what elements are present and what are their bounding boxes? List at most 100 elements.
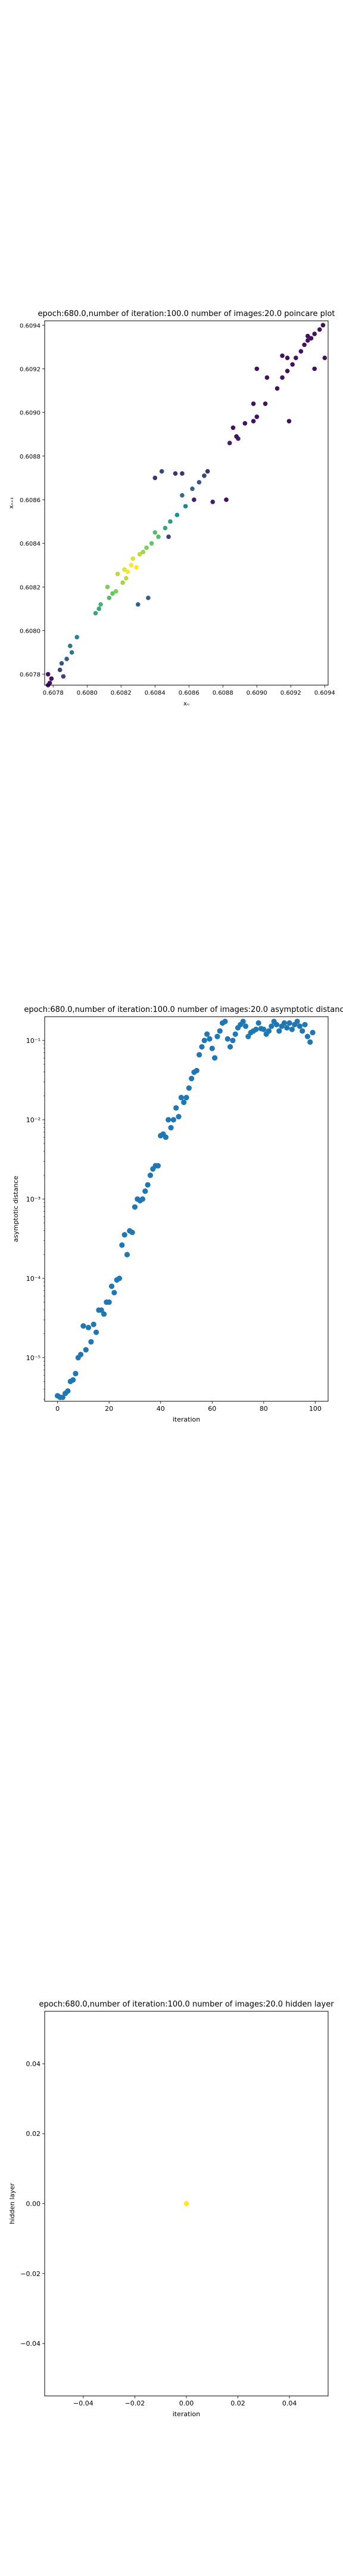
y-axis-label: xₙ₊₁ [8, 497, 15, 509]
asymptotic-distance-plot: epoch:680.0,number of iteration:100.0 nu… [12, 1005, 343, 1423]
chart-title: epoch:680.0,number of iteration:100.0 nu… [39, 2000, 334, 2009]
data-point [245, 1033, 251, 1039]
chart-title: epoch:680.0,number of iteration:100.0 nu… [38, 309, 335, 318]
data-point [183, 504, 188, 509]
data-point [234, 434, 239, 439]
data-point [174, 512, 180, 518]
data-point [320, 323, 326, 328]
data-point [224, 1036, 230, 1042]
data-point [108, 1283, 115, 1289]
x-tick-label: 0.6086 [179, 690, 199, 696]
plot-frame [44, 1016, 329, 1402]
data-point [322, 355, 328, 360]
data-point [144, 545, 149, 550]
data-point [146, 595, 151, 600]
data-point [93, 1329, 99, 1335]
y-tick-label: 0.02 [26, 2130, 41, 2138]
data-point [197, 1052, 202, 1058]
data-point [110, 591, 115, 596]
data-point [173, 471, 178, 476]
data-point [255, 1020, 261, 1026]
data-point [77, 1351, 84, 1358]
data-point [152, 530, 158, 535]
data-point [116, 1275, 123, 1281]
data-point [194, 1067, 199, 1074]
chart-title: epoch:680.0,number of iteration:100.0 nu… [24, 1005, 343, 1014]
data-point [168, 519, 173, 524]
data-point [254, 366, 260, 371]
y-tick-label: 10⁻³ [26, 1196, 40, 1203]
data-point [212, 1055, 218, 1061]
data-point [125, 569, 130, 574]
data-point [119, 1242, 125, 1248]
data-point [186, 1085, 192, 1091]
data-point [264, 375, 270, 380]
data-point [113, 589, 119, 594]
data-point [142, 1188, 148, 1194]
data-point [57, 667, 63, 673]
x-tick-label: 0.02 [230, 2399, 245, 2407]
data-point [173, 1105, 179, 1111]
data-point [240, 1018, 246, 1024]
data-point [305, 338, 310, 343]
data-point [178, 1095, 184, 1101]
x-tick-label: 0 [55, 1405, 60, 1413]
y-tick-label: 0.6088 [20, 454, 40, 460]
data-point [91, 1321, 96, 1327]
data-point [85, 1324, 92, 1330]
data-point [166, 534, 171, 540]
data-point [227, 441, 232, 445]
data-point [202, 473, 207, 478]
data-point [273, 1021, 280, 1027]
data-point [98, 1307, 104, 1313]
data-point [189, 1076, 195, 1082]
data-point [111, 1290, 117, 1296]
data-point [59, 661, 64, 666]
data-point [190, 486, 195, 491]
data-point [199, 1044, 205, 1050]
data-point [159, 469, 164, 474]
data-point [74, 634, 79, 640]
data-point [290, 362, 295, 367]
data-point [302, 1021, 308, 1027]
data-point [294, 355, 298, 360]
x-tick-label: 0.04 [282, 2399, 297, 2407]
data-point [183, 2201, 189, 2206]
data-point [307, 1039, 313, 1045]
data-point [106, 1299, 112, 1305]
data-point [129, 1230, 135, 1236]
data-point [147, 1172, 154, 1178]
data-point [80, 1323, 86, 1329]
data-point [217, 1028, 223, 1034]
data-point [49, 676, 54, 681]
data-point [73, 1370, 79, 1377]
data-point [121, 1232, 127, 1238]
data-point [302, 342, 307, 348]
x-tick-label: 100 [309, 1405, 322, 1413]
y-tick-label: 10⁻⁴ [26, 1275, 41, 1283]
data-point [45, 671, 51, 677]
data-point [139, 1196, 146, 1202]
x-tick-label: −0.02 [125, 2399, 145, 2407]
x-tick-label: 40 [157, 1405, 165, 1413]
data-point [286, 1020, 292, 1026]
data-point [298, 349, 304, 354]
y-tick-label: 0.6078 [20, 672, 40, 679]
data-point [294, 1018, 300, 1024]
x-tick-label: 60 [208, 1405, 216, 1413]
data-point [263, 401, 268, 406]
data-point [310, 1030, 316, 1036]
data-point [269, 1023, 275, 1029]
plot-frame [44, 2011, 329, 2397]
plot-frame [44, 320, 329, 686]
x-tick-label: 0.00 [179, 2399, 194, 2407]
data-point [210, 499, 215, 504]
y-tick-label: 0.6086 [20, 497, 40, 504]
data-point [120, 580, 125, 585]
data-point [152, 475, 158, 481]
x-tick-label: 80 [260, 1405, 268, 1413]
data-point [254, 414, 260, 419]
data-point [297, 1023, 303, 1029]
x-tick-label: 0.6080 [77, 690, 98, 696]
data-point [300, 1028, 305, 1034]
